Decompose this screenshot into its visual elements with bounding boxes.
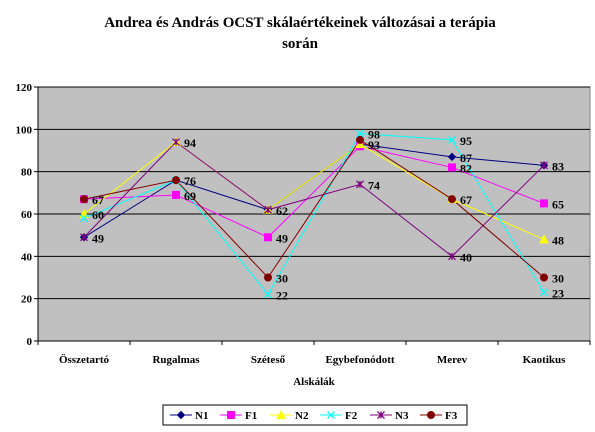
legend: N1 F1 N2 F2 N3 F3 <box>162 404 468 426</box>
x-tick-label: Egybefonódott <box>325 354 394 366</box>
data-point-n3 <box>172 138 180 146</box>
data-label: 74 <box>368 178 380 192</box>
legend-label: F1 <box>245 410 257 422</box>
y-tick-label: 60 <box>21 209 33 221</box>
x-tick-label: Széteső <box>251 354 286 366</box>
x-axis-title: Alskálák <box>293 376 335 388</box>
data-label: 95 <box>460 134 472 148</box>
data-label: 48 <box>552 233 564 247</box>
x-tick-label: Rugalmas <box>152 354 200 366</box>
legend-item-f3: F3 <box>420 410 458 422</box>
data-point-n3 <box>80 233 88 242</box>
data-label: 22 <box>276 288 288 302</box>
legend-label: N2 <box>295 410 309 422</box>
legend-label: N3 <box>395 410 409 422</box>
legend-swatch-marker <box>377 411 385 419</box>
data-point-f3 <box>264 273 272 282</box>
y-tick-label: 20 <box>21 294 33 306</box>
y-tick-label: 40 <box>21 251 33 263</box>
legend-swatch-marker <box>227 411 235 419</box>
legend-swatch-marker <box>327 411 335 419</box>
data-point-n2 <box>539 234 549 244</box>
data-label: 49 <box>276 231 288 245</box>
data-point-n3 <box>356 180 364 189</box>
chart-title: Andrea és András OCST skálaértékeinek vá… <box>104 15 496 52</box>
gridlines <box>38 86 590 300</box>
data-label: 98 <box>368 128 380 142</box>
data-point-f3 <box>448 195 456 204</box>
data-point-f1 <box>540 199 548 208</box>
data-point-f1 <box>172 190 180 199</box>
data-point-f2 <box>264 290 272 299</box>
data-point-n3 <box>540 161 548 170</box>
data-point-n3 <box>264 205 272 214</box>
series-line-f1 <box>83 145 545 238</box>
series-markers <box>79 129 549 299</box>
legend-item-n3: N3 <box>370 410 409 422</box>
legend-item-n1: N1 <box>170 410 208 422</box>
legend-label: F3 <box>445 410 458 422</box>
data-label: 49 <box>92 231 104 245</box>
y-tick-label: 80 <box>21 167 33 179</box>
y-tick-label: 100 <box>16 124 33 136</box>
series-line-f3 <box>83 139 545 279</box>
data-label: 94 <box>184 136 196 150</box>
legend-swatch-marker <box>276 409 286 419</box>
data-label: 62 <box>276 204 288 218</box>
data-point-f1 <box>264 233 272 242</box>
data-point-f2 <box>356 129 364 138</box>
data-point-n3 <box>448 252 456 261</box>
data-label: 40 <box>460 250 472 264</box>
x-tick-label: Merev <box>437 354 468 366</box>
series-line-n2 <box>83 141 545 240</box>
data-label: 30 <box>276 272 288 286</box>
legend-swatch-marker <box>176 410 186 420</box>
legend-label: N1 <box>195 410 208 422</box>
legend-item-f1: F1 <box>220 410 257 422</box>
data-label: 82 <box>460 161 472 175</box>
data-label: 30 <box>552 272 564 286</box>
y-tick-label: 0 <box>27 336 33 348</box>
data-point-f2 <box>448 135 456 144</box>
data-point-f2 <box>540 288 548 297</box>
legend-item-f2: F2 <box>320 410 358 422</box>
y-tick-label: 120 <box>16 82 33 94</box>
legend-swatch-marker <box>427 411 435 419</box>
title-line-2: során <box>282 36 318 52</box>
series-lines <box>83 133 545 296</box>
x-axis: Összetartó Rugalmas Széteső Egybefonódott Me… <box>37 340 591 366</box>
y-axis: 0 20 40 60 80 100 120 <box>16 82 39 348</box>
data-label: 23 <box>552 286 564 300</box>
data-point-n1 <box>447 152 457 162</box>
x-tick-label: Kaotikus <box>523 354 567 366</box>
data-label: 83 <box>552 159 564 173</box>
x-tick-label: Összetartó <box>59 353 110 366</box>
title-line-1: Andrea és András OCST skálaértékeinek vá… <box>104 15 496 31</box>
series-line-f2 <box>83 133 545 296</box>
series-line-n3 <box>83 141 545 257</box>
data-point-f3 <box>356 135 364 144</box>
data-label: 67 <box>92 193 104 207</box>
data-point-f3 <box>172 176 180 185</box>
data-label: 87 <box>460 151 472 165</box>
data-labels: 6760497669946249302298937495878267408365… <box>92 128 564 303</box>
data-label: 69 <box>184 189 196 203</box>
data-point-f2 <box>80 214 88 223</box>
data-point-f1 <box>448 163 456 172</box>
data-label: 65 <box>552 197 564 211</box>
legend-item-n2: N2 <box>270 409 309 422</box>
data-label: 60 <box>92 208 104 222</box>
data-point-f3 <box>540 273 548 282</box>
data-label: 93 <box>368 138 380 152</box>
data-point-f3 <box>80 195 88 204</box>
data-label: 67 <box>460 193 472 207</box>
data-label: 76 <box>184 174 196 188</box>
legend-label: F2 <box>345 410 358 422</box>
legend-box <box>162 404 468 426</box>
